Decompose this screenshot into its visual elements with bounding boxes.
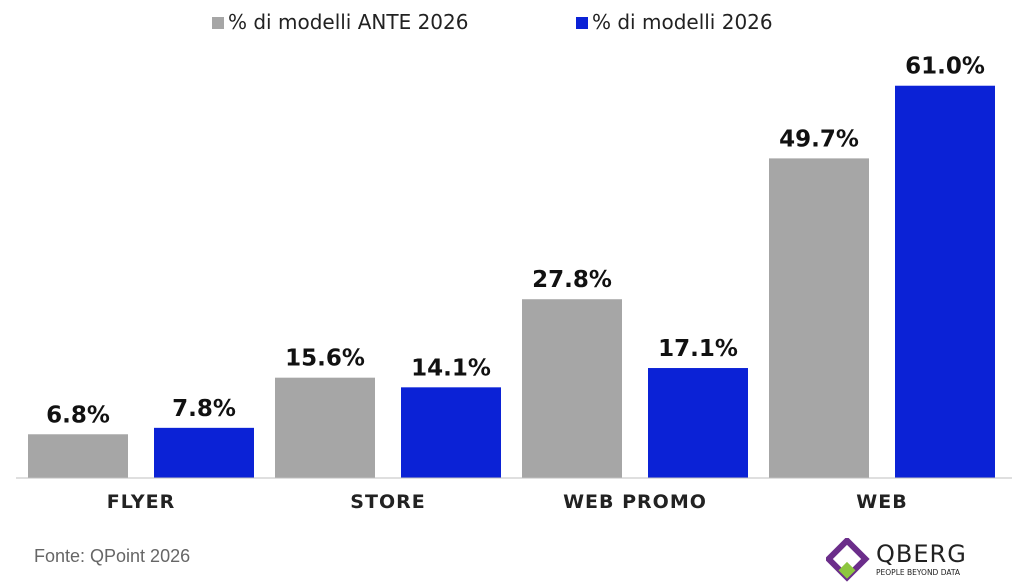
bar-web-series-0 [769, 158, 869, 479]
logo-name: QBERG [876, 540, 967, 568]
qberg-logo: QBERG PEOPLE BEYOND DATA [824, 536, 976, 582]
bar-web-promo-series-0 [522, 299, 622, 478]
bar-flyer-series-0 [28, 434, 128, 478]
bar-flyer-series-1 [154, 427, 254, 478]
category-label: WEB PROMO [563, 491, 707, 513]
bar-store-series-0 [275, 377, 375, 478]
source-note: Fonte: QPoint 2026 [34, 546, 191, 566]
value-label: 61.0% [905, 54, 985, 80]
legend-swatch-0 [212, 17, 224, 29]
value-label: 49.7% [779, 126, 859, 152]
logo-diamond-green [838, 561, 856, 579]
value-label: 15.6% [285, 346, 365, 372]
legend-label-0: % di modelli ANTE 2026 [228, 10, 468, 34]
bar-web-promo-series-1 [648, 368, 748, 478]
value-label: 7.8% [172, 396, 236, 422]
logo-tagline: PEOPLE BEYOND DATA [876, 568, 961, 577]
category-label: WEB [856, 491, 907, 513]
legend-label-1: % di modelli 2026 [592, 10, 773, 34]
value-label: 6.8% [46, 402, 110, 428]
bar-store-series-1 [401, 387, 501, 478]
category-label: STORE [350, 491, 425, 513]
qberg-logo-icon [824, 536, 870, 582]
logo-diamond-purple [824, 536, 870, 582]
bar-web-series-1 [895, 85, 995, 478]
value-label: 14.1% [411, 355, 491, 381]
value-label: 27.8% [532, 267, 612, 293]
value-label: 17.1% [658, 336, 738, 362]
category-label: FLYER [107, 491, 176, 513]
legend-swatch-1 [576, 17, 588, 29]
